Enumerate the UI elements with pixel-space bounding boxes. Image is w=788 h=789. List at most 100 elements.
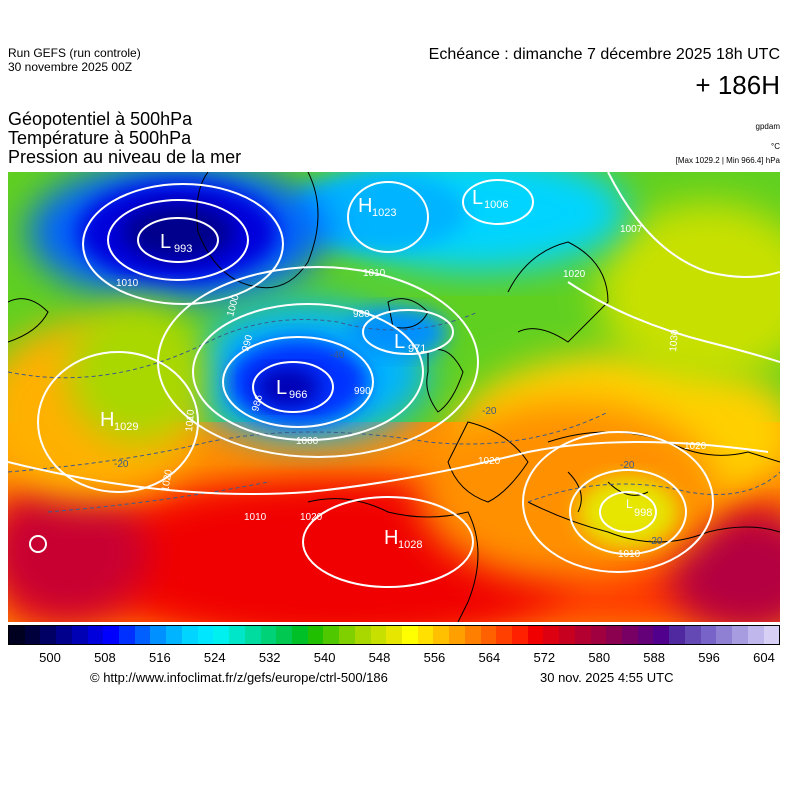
scale-swatch: [276, 626, 292, 644]
run-info: Run GEFS (run controle) 30 novembre 2025…: [8, 46, 141, 74]
scale-swatch: [229, 626, 245, 644]
scale-swatch: [449, 626, 465, 644]
scale-tick-label: 500: [39, 650, 61, 665]
source-url[interactable]: © http://www.infoclimat.fr/z/gefs/europe…: [90, 670, 388, 685]
temp-label: -20: [620, 460, 635, 471]
low-labrador-letter: L: [160, 231, 171, 253]
unit-gpdam: gpdam: [755, 122, 780, 131]
run-date: 30 novembre 2025 00Z: [8, 60, 133, 74]
low-atlantic-letter: L: [276, 377, 287, 399]
temperature-labels: -20 -20 -40 -20 -20: [114, 350, 663, 547]
scale-swatch: [732, 626, 748, 644]
geopotential-field: [8, 172, 780, 622]
weather-map-canvas: H 1023 L 1006 L 993 L 966 L 971 H 1029 H…: [8, 172, 780, 622]
scale-swatch: [291, 626, 308, 644]
scale-swatch: [119, 626, 135, 644]
isobar-label: 990: [354, 386, 371, 397]
isobar-label: 1010: [116, 278, 139, 289]
scale-swatch: [339, 626, 355, 644]
low-greenland-sea-value: 1006: [484, 199, 508, 211]
temp-label: -20: [114, 459, 129, 470]
isobar-label: 1020: [563, 269, 586, 280]
isobar-label: 1020: [300, 512, 323, 523]
scale-tick-label: 588: [643, 650, 665, 665]
high-azores-west-letter: H: [100, 409, 114, 431]
scale-swatch: [307, 626, 324, 644]
scale-swatch: [480, 626, 497, 644]
title-pressure: Pression au niveau de la mer: [8, 147, 242, 167]
scale-swatch: [323, 626, 340, 644]
scale-tick-label: 516: [148, 650, 171, 665]
isobar-label: 1010: [363, 268, 386, 279]
scale-swatch: [669, 626, 685, 644]
scale-swatch: [496, 626, 512, 644]
scale-swatch: [370, 626, 387, 644]
generated-timestamp: 30 nov. 2025 4:55 UTC: [540, 670, 674, 685]
scale-swatch: [56, 626, 72, 644]
scale-swatch: [763, 626, 780, 644]
scale-swatch: [574, 626, 591, 644]
scale-swatch: [71, 626, 88, 644]
scale-swatch: [181, 626, 198, 644]
scale-swatch: [87, 626, 104, 644]
scale-swatch: [464, 626, 481, 644]
scale-swatch: [716, 626, 733, 644]
low-greece-letter: L: [626, 497, 633, 511]
temp-label: -20: [482, 406, 497, 417]
isobar-label: 1020: [478, 456, 501, 467]
isobars: [8, 172, 780, 588]
isobar-label: 990: [240, 333, 255, 352]
scale-tick-label: 532: [258, 650, 281, 665]
scale-swatch: [433, 626, 450, 644]
scale-swatch: [197, 626, 214, 644]
isobar-label: 986: [250, 393, 265, 412]
run-name: Run GEFS (run controle): [8, 46, 141, 60]
high-azores-value: 1028: [398, 539, 422, 551]
high-greenland-letter: H: [358, 195, 372, 217]
isobar-label: 1010: [184, 409, 197, 433]
temp-label: -20: [648, 536, 663, 547]
isobar-label: 1010: [244, 512, 267, 523]
temp-label: -40: [330, 350, 345, 361]
scale-tick-label: 580: [588, 650, 611, 665]
map-titles: Géopotentiel à 500hPa Température à 500h…: [8, 110, 241, 167]
unit-pressure-range: [Max 1029.2 | Min 966.4] hPa: [675, 156, 780, 165]
isobar-label: 1007: [620, 224, 643, 235]
scale-swatch: [684, 626, 701, 644]
isobar-label: 980: [353, 309, 370, 320]
scale-tick-label: 596: [698, 650, 720, 665]
low-scotland-letter: L: [394, 331, 405, 353]
scale-swatch: [527, 626, 544, 644]
scale-swatch: [213, 626, 230, 644]
unit-celsius: °C: [771, 142, 780, 151]
isobar-label: 1020: [160, 468, 175, 492]
scale-tick-label: 540: [313, 650, 336, 665]
temperature-contours: [8, 311, 780, 513]
isobar-labels: 1010 1000 990 980 986 1010 1020 1000 990…: [116, 224, 707, 560]
scale-swatch: [559, 626, 575, 644]
forecast-lead-time: + 186H: [695, 70, 780, 100]
isobar-label: 1020: [684, 441, 707, 452]
scale-swatch: [134, 626, 151, 644]
scale-swatch: [747, 626, 764, 644]
scale-tick-label: 604: [753, 650, 775, 665]
title-temperature: Température à 500hPa: [8, 128, 192, 148]
scale-swatch: [543, 626, 560, 644]
weather-map[interactable]: H 1023 L 1006 L 993 L 966 L 971 H 1029 H…: [8, 172, 780, 622]
scale-swatch: [244, 626, 261, 644]
scale-swatch: [354, 626, 371, 644]
forecast-valid-time: Echéance : dimanche 7 décembre 2025 18h …: [428, 46, 780, 63]
scale-swatch: [24, 626, 41, 644]
low-greece-value: 998: [634, 507, 652, 519]
scale-swatch: [590, 626, 607, 644]
scale-swatch: [512, 626, 528, 644]
color-scale-ticks: 500 508 516 524 532 540 548 556 564 572 580 588 596 6…: [8, 650, 780, 666]
low-greenland-sea-letter: L: [472, 187, 483, 209]
scale-tick-label: 556: [423, 650, 446, 665]
low-atlantic-value: 966: [289, 389, 307, 401]
scale-swatch: [417, 626, 434, 644]
high-azores-west-value: 1029: [114, 421, 138, 433]
scale-swatch: [260, 626, 277, 644]
scale-swatch: [9, 626, 25, 644]
scale-tick-label: 548: [368, 650, 391, 665]
